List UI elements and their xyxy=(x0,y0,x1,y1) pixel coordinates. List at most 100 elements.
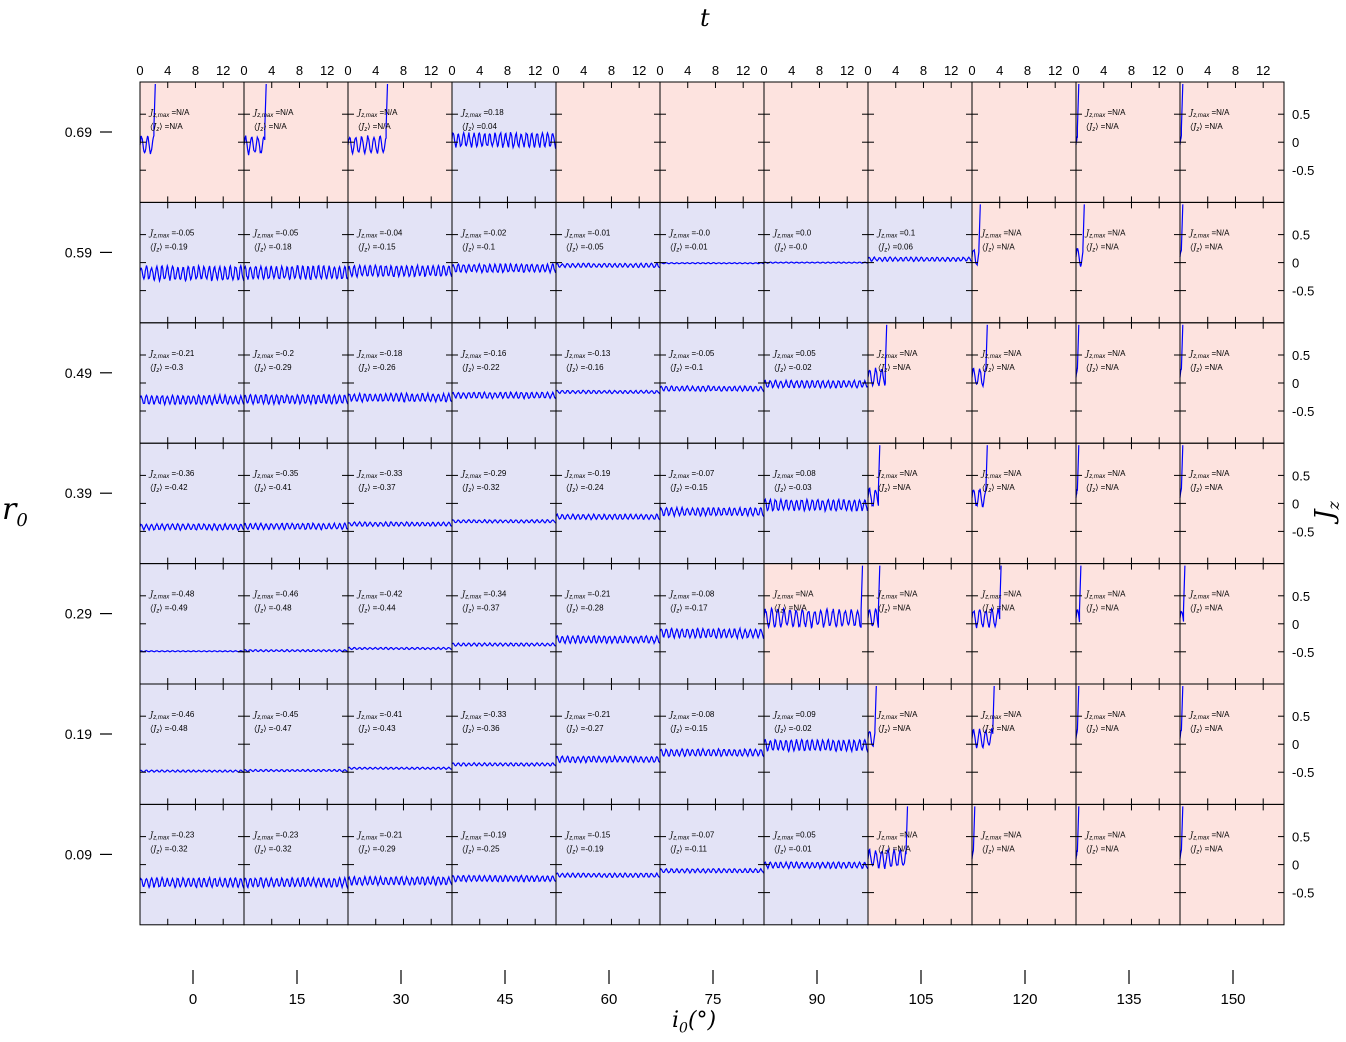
jz-series-line xyxy=(555,634,661,646)
cell-background xyxy=(244,322,348,444)
jzmax-annotation: Jz,max =N/A xyxy=(1084,228,1126,239)
t-tick-label: 0 xyxy=(136,63,143,78)
cell-background xyxy=(660,684,764,805)
jz-series-line xyxy=(971,445,988,508)
jzmax-annotation: Jz,max =-0.21 xyxy=(148,349,195,360)
jz-series-line xyxy=(347,83,389,156)
jzmax-annotation: Jz,max =-0.18 xyxy=(356,349,403,360)
jzavg-annotation: ⟨Jz⟩ =-0.32 xyxy=(462,483,500,494)
jzmax-annotation: Jz,max =-0.13 xyxy=(564,349,611,360)
jzmax-annotation: Jz,max =N/A xyxy=(980,349,1022,360)
cell-background xyxy=(1076,202,1180,323)
t-tick-label: 8 xyxy=(608,63,615,78)
jzavg-annotation: ⟨Jz⟩ =-0.16 xyxy=(566,363,604,374)
jz-series-line xyxy=(139,769,245,774)
jz-series-line xyxy=(347,520,452,528)
jzmax-annotation: Jz,max =-0.21 xyxy=(356,830,403,841)
jzmax-annotation: Jz,max =0.1 xyxy=(876,228,916,239)
cell-background xyxy=(140,202,244,323)
cell-background xyxy=(556,322,660,444)
jzavg-annotation: ⟨Jz⟩ =N/A xyxy=(878,363,911,374)
cell-background xyxy=(1076,563,1180,684)
t-tick-label: 4 xyxy=(268,63,275,78)
cell-background xyxy=(452,443,556,564)
jzmax-annotation: Jz,max =N/A xyxy=(1084,710,1126,721)
i0-tick-label: 30 xyxy=(393,991,410,1008)
jzmax-annotation: Jz,max =-0.34 xyxy=(460,590,507,601)
cell-background xyxy=(244,804,348,925)
cell-background xyxy=(868,202,972,323)
jzavg-annotation: ⟨Jz⟩ =N/A xyxy=(1086,724,1119,735)
cell-background xyxy=(556,684,660,805)
t-axis-title: t xyxy=(700,4,710,32)
jzmax-annotation: Jz,max =N/A xyxy=(1188,228,1230,239)
t-tick-label: 12 xyxy=(632,63,646,78)
cell-background xyxy=(140,443,244,564)
jz-series-line xyxy=(867,256,973,263)
cell-background xyxy=(660,804,764,925)
t-tick-label: 4 xyxy=(788,63,795,78)
jz-series-line xyxy=(139,263,245,284)
jzavg-annotation: ⟨Jz⟩ =N/A xyxy=(1086,242,1119,253)
jzavg-annotation: ⟨Jz⟩ =-0.42 xyxy=(150,483,188,494)
jzmax-annotation: Jz,max =-0.05 xyxy=(148,228,195,239)
t-tick-label: 0 xyxy=(656,63,663,78)
jzavg-annotation: ⟨Jz⟩ =-0.03 xyxy=(774,483,812,494)
cell-background xyxy=(1076,82,1180,203)
jz-series-line xyxy=(139,392,245,407)
jz-series-line xyxy=(763,565,864,630)
jzmax-annotation: Jz,max =N/A xyxy=(980,228,1022,239)
jzavg-annotation: ⟨Jz⟩ =-0.1 xyxy=(670,363,704,374)
cell-background xyxy=(1180,443,1284,564)
t-tick-label: 8 xyxy=(712,63,719,78)
t-tick-label: 4 xyxy=(996,63,1003,78)
t-tick-label: 4 xyxy=(892,63,899,78)
jzmax-annotation: Jz,max =-0.16 xyxy=(460,349,507,360)
jz-series-line xyxy=(555,389,661,395)
jz-series-line xyxy=(1075,204,1085,267)
jz-tick-label: 0 xyxy=(1292,858,1299,873)
t-tick-label: 12 xyxy=(840,63,854,78)
jzmax-annotation: Jz,max =-0.21 xyxy=(564,710,611,721)
i0-tick-label: 150 xyxy=(1220,991,1245,1008)
jzavg-annotation: ⟨Jz⟩ =-0.15 xyxy=(358,242,396,253)
cell-background xyxy=(1180,82,1284,203)
jzavg-annotation: ⟨Jz⟩ =N/A xyxy=(774,604,807,615)
jz-tick-label: 0.5 xyxy=(1292,468,1310,483)
jzmax-annotation: Jz,max =N/A xyxy=(876,590,918,601)
cell-background xyxy=(972,684,1076,805)
i0-tick-label: 105 xyxy=(908,991,933,1008)
cell-background xyxy=(1076,804,1180,925)
jzavg-annotation: ⟨Jz⟩ =-0.26 xyxy=(358,363,396,374)
jzmax-annotation: Jz,max =-0.08 xyxy=(668,590,715,601)
jzmax-annotation: Jz,max =-0.05 xyxy=(252,228,299,239)
jz-tick-label: 0 xyxy=(1292,496,1299,511)
jz-series-line xyxy=(451,761,557,767)
jzavg-annotation: ⟨Jz⟩ =N/A xyxy=(982,844,1015,855)
jz-series-line xyxy=(347,391,453,404)
jzavg-annotation: ⟨Jz⟩ =-0.47 xyxy=(254,724,292,735)
i0-tick-label: 0 xyxy=(189,991,197,1008)
jz-series-line xyxy=(347,874,453,887)
jz-series-line xyxy=(347,646,453,651)
cell-background xyxy=(452,322,556,444)
jzavg-annotation: ⟨Jz⟩ =-0.15 xyxy=(670,483,708,494)
jzmax-annotation: Jz,max =-0.07 xyxy=(668,469,715,480)
cell-background xyxy=(1076,684,1180,805)
cell-background xyxy=(244,82,348,203)
jzmax-annotation: Jz,max =-0.0 xyxy=(668,228,710,239)
jzmax-annotation: Jz,max =-0.41 xyxy=(356,710,403,721)
jzavg-annotation: ⟨Jz⟩ =N/A xyxy=(150,122,183,133)
jzavg-annotation: ⟨Jz⟩ =-0.36 xyxy=(462,724,500,735)
jz-tick-label: 0.5 xyxy=(1292,830,1310,845)
jz-series-line xyxy=(139,875,245,890)
cell-background xyxy=(1076,443,1180,564)
jzmax-annotation: Jz,max =-0.04 xyxy=(356,228,403,239)
jzmax-annotation: Jz,max =N/A xyxy=(876,710,918,721)
jzavg-annotation: ⟨Jz⟩ =-0.37 xyxy=(462,604,500,615)
jzavg-annotation: ⟨Jz⟩ =N/A xyxy=(1086,363,1119,374)
jz-series-line xyxy=(347,263,453,280)
r0-tick-label: 0.69 xyxy=(65,124,92,140)
cell-background xyxy=(556,443,660,564)
jz-series-line xyxy=(659,867,765,875)
